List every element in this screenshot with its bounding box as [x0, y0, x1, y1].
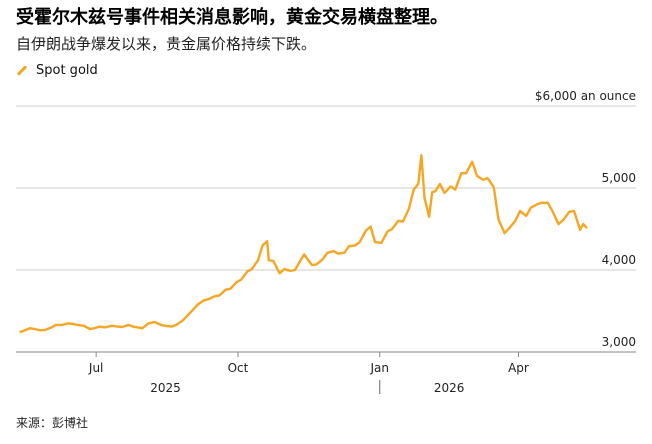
y-tick-label: 4,000	[602, 253, 636, 267]
series-line-spot-gold	[19, 154, 588, 334]
y-tick-label: 5,000	[602, 171, 636, 185]
chart-legend: Spot gold	[16, 61, 98, 79]
source-note: 来源：彭博社	[16, 416, 89, 430]
legend-label: Spot gold	[36, 62, 98, 78]
x-tick-label: Jul	[88, 361, 103, 375]
x-tick-label: Oct	[228, 361, 249, 375]
x-year-label: 2025	[150, 381, 181, 395]
y-tick-label: 3,000	[602, 335, 636, 349]
x-tick-label: Jan	[370, 361, 390, 375]
page-subtitle: 自伊朗战争爆发以来，贵金属价格持续下跌。	[16, 35, 317, 53]
x-tick-label: Apr	[508, 361, 529, 375]
page-title: 受霍尔木兹号事件相关消息影响，黄金交易横盘整理。	[16, 7, 448, 28]
y-tick-label: $6,000 an ounce	[535, 89, 636, 103]
x-year-label: 2026	[434, 381, 465, 395]
